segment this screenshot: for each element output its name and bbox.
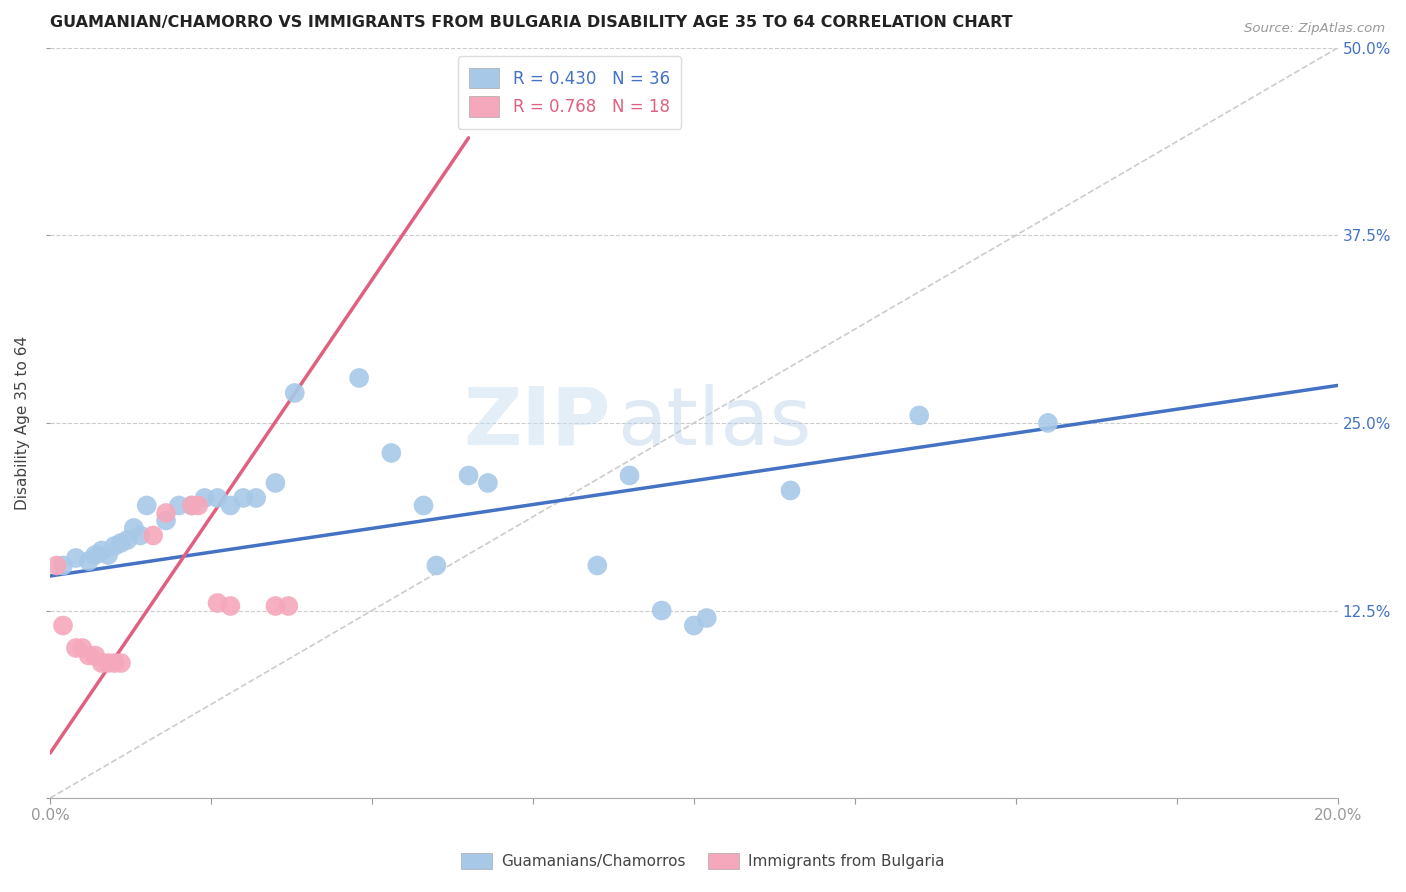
Point [779, 483, 801, 498]
Point [90, 656, 112, 670]
Point [135, 499, 157, 513]
Point [696, 611, 718, 625]
Point [187, 499, 209, 513]
Point [219, 499, 242, 513]
Point [412, 499, 434, 513]
Point [683, 618, 706, 632]
Point [380, 446, 402, 460]
Point [72, 640, 94, 655]
Y-axis label: Disability Age 35 to 64: Disability Age 35 to 64 [15, 336, 30, 510]
Legend: Guamanians/Chamorros, Immigrants from Bulgaria: Guamanians/Chamorros, Immigrants from Bu… [456, 847, 950, 875]
Point [52, 618, 75, 632]
Point [586, 558, 609, 573]
Point [245, 491, 267, 505]
Point [207, 596, 229, 610]
Point [194, 491, 217, 505]
Point [110, 536, 132, 550]
Text: Source: ZipAtlas.com: Source: ZipAtlas.com [1244, 22, 1385, 36]
Point [65, 640, 87, 655]
Point [110, 656, 132, 670]
Point [52, 558, 75, 573]
Text: atlas: atlas [617, 384, 811, 462]
Point [347, 371, 370, 385]
Point [155, 513, 177, 527]
Point [90, 543, 112, 558]
Point [651, 603, 673, 617]
Point [264, 475, 287, 490]
Point [77, 648, 100, 663]
Point [180, 499, 202, 513]
Point [117, 533, 139, 547]
Point [457, 468, 479, 483]
Point [264, 599, 287, 613]
Point [65, 551, 87, 566]
Point [97, 548, 120, 562]
Point [1036, 416, 1059, 430]
Point [207, 491, 229, 505]
Legend: R = 0.430   N = 36, R = 0.768   N = 18: R = 0.430 N = 36, R = 0.768 N = 18 [457, 56, 682, 128]
Point [180, 499, 202, 513]
Point [84, 648, 107, 663]
Point [277, 599, 299, 613]
Text: GUAMANIAN/CHAMORRO VS IMMIGRANTS FROM BULGARIA DISABILITY AGE 35 TO 64 CORRELATI: GUAMANIAN/CHAMORRO VS IMMIGRANTS FROM BU… [51, 15, 1012, 30]
Point [122, 521, 145, 535]
Point [103, 539, 125, 553]
Point [142, 528, 165, 542]
Point [619, 468, 641, 483]
Point [425, 558, 447, 573]
Point [129, 528, 152, 542]
Point [103, 656, 125, 670]
Point [155, 506, 177, 520]
Point [97, 656, 120, 670]
Point [219, 599, 242, 613]
Point [84, 548, 107, 562]
Point [477, 475, 499, 490]
Point [908, 409, 931, 423]
Text: ZIP: ZIP [463, 384, 610, 462]
Point [284, 386, 307, 401]
Point [167, 499, 190, 513]
Point [232, 491, 254, 505]
Point [77, 554, 100, 568]
Point [45, 558, 67, 573]
